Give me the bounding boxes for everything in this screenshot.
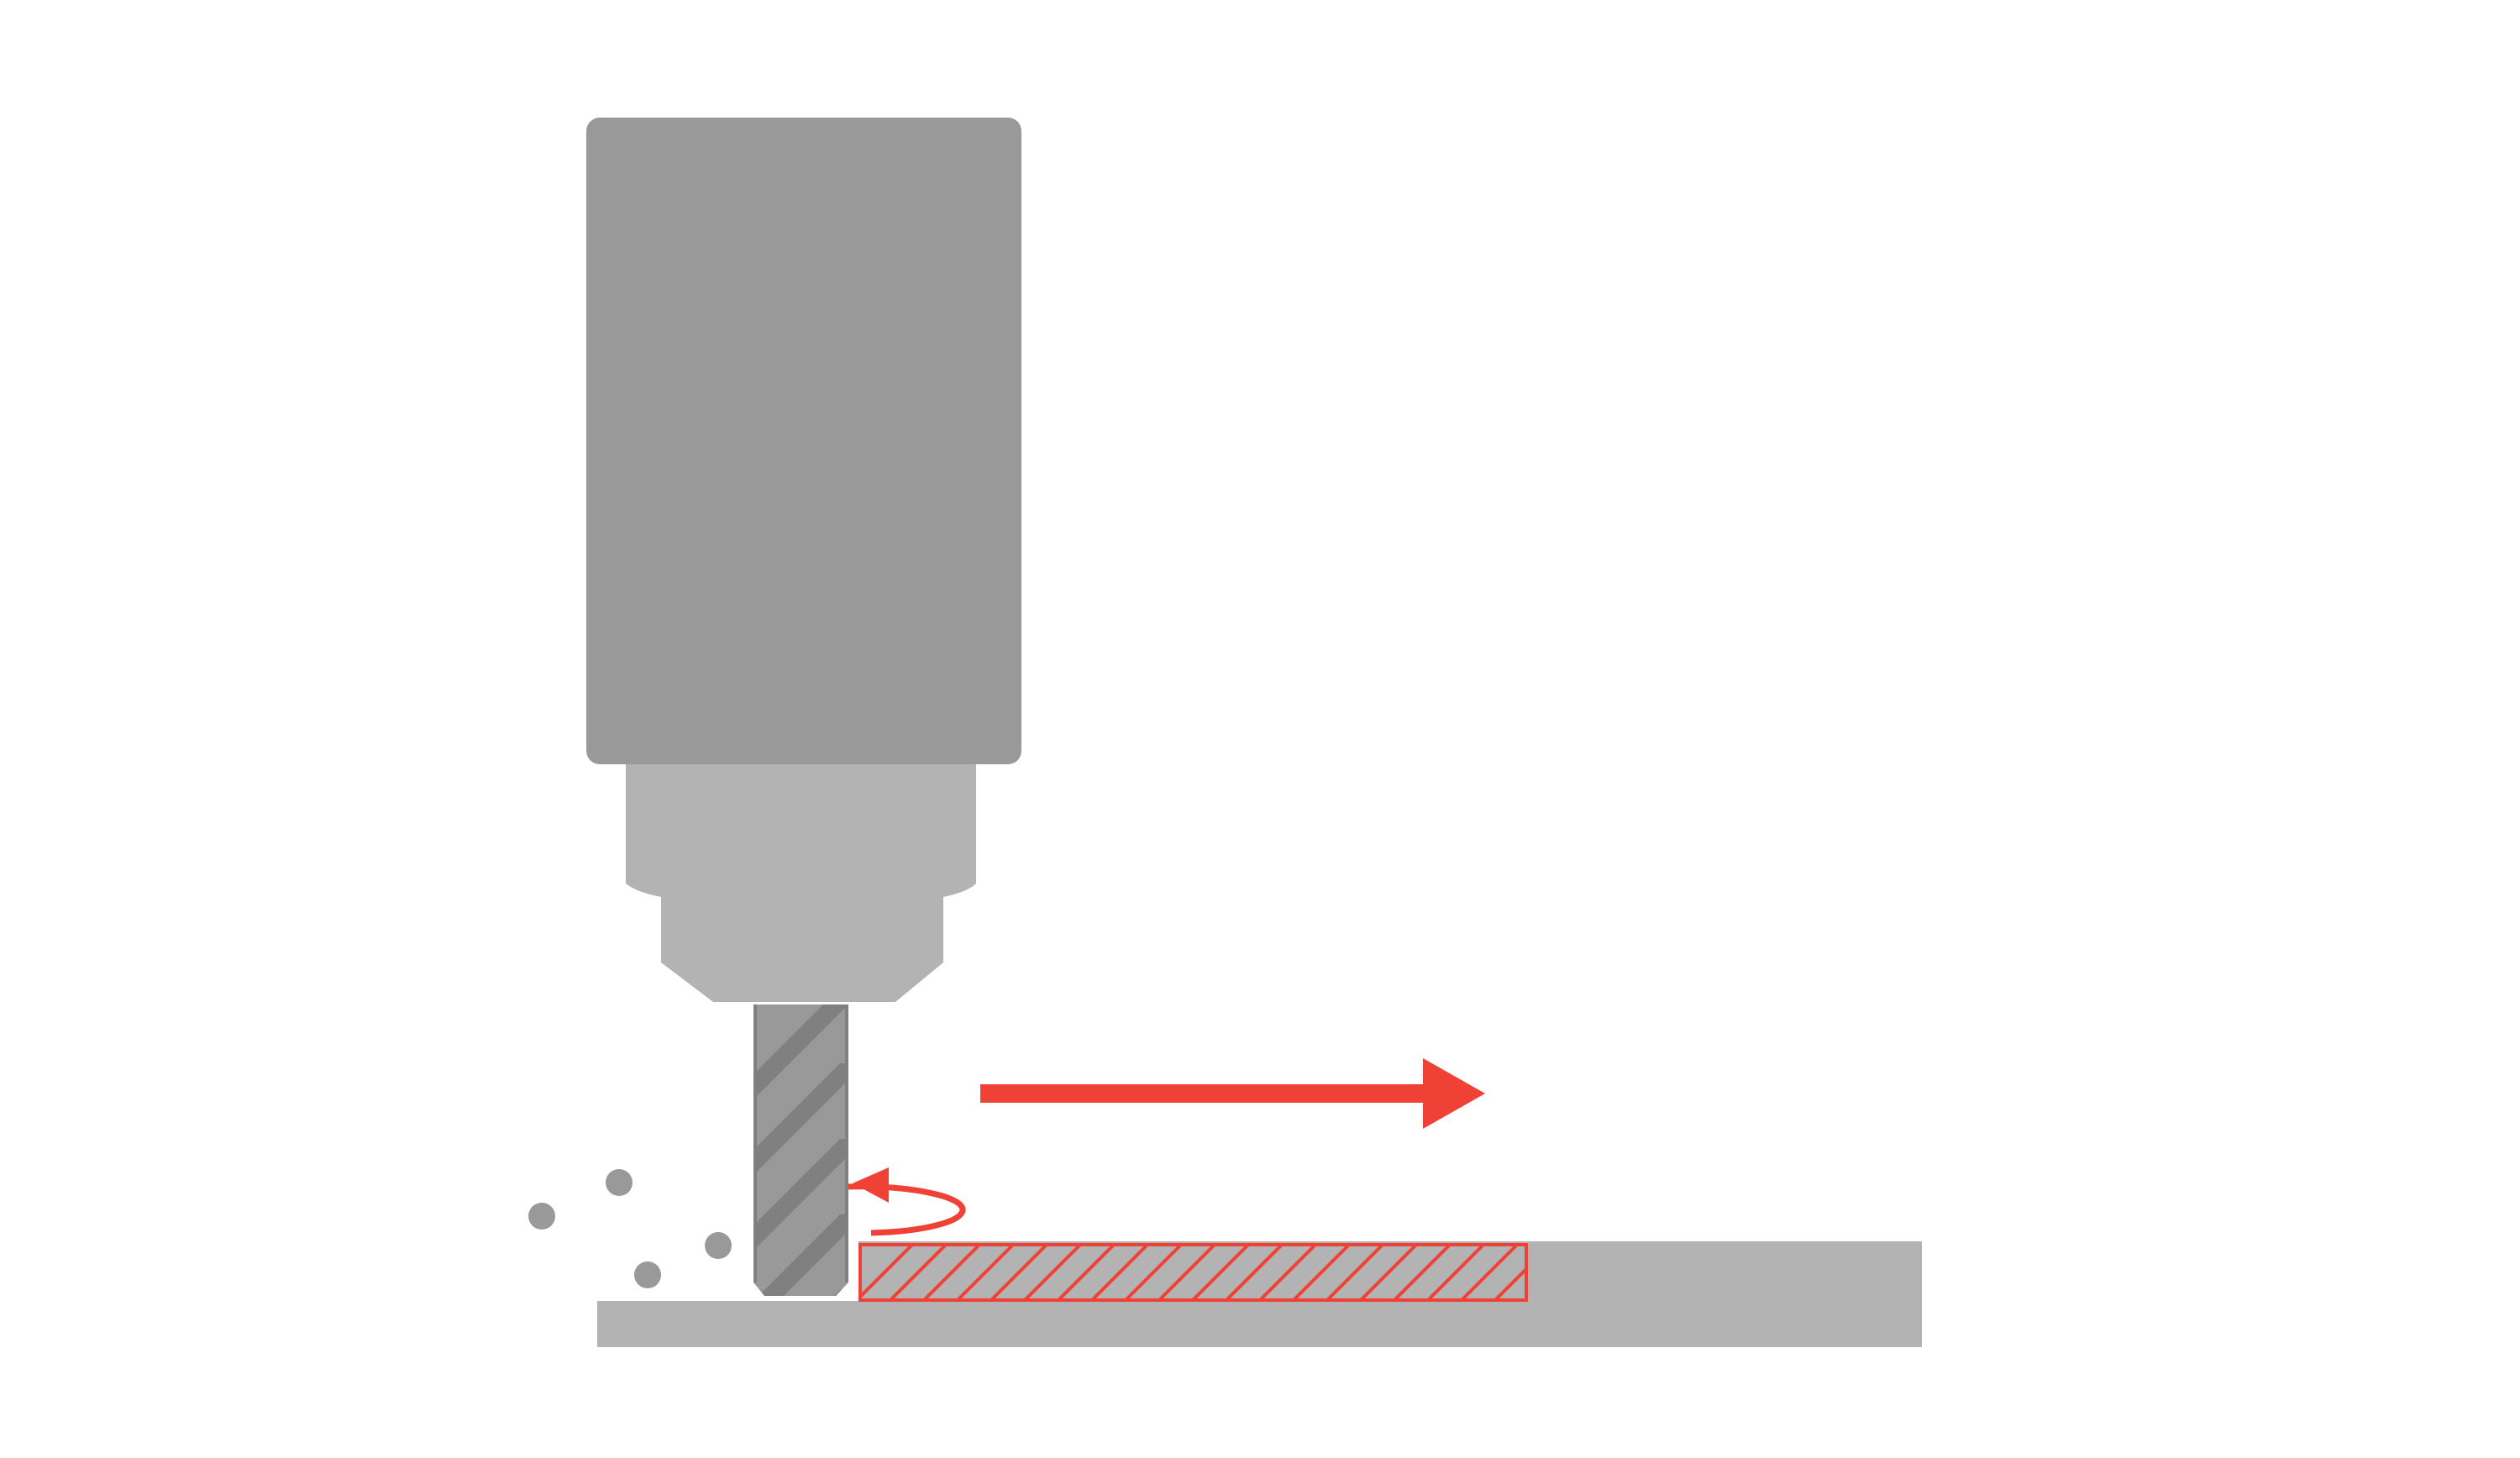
workpiece-base [597, 1301, 1922, 1347]
cut-slot-outline [858, 1243, 1528, 1302]
arrow-head [1423, 1058, 1485, 1129]
chip [606, 1169, 633, 1196]
chip [705, 1232, 732, 1259]
arrow-shaft [980, 1084, 1433, 1103]
chip [634, 1261, 661, 1288]
spindle-housing [586, 118, 1021, 764]
rotate-cw-icon [848, 1167, 966, 1236]
arrow-right-icon [980, 1058, 1485, 1129]
end-mill [753, 1004, 848, 1296]
cut-slot [858, 1243, 1528, 1302]
chip-dots [528, 1169, 732, 1288]
collet-chuck [626, 764, 976, 1002]
chip [528, 1203, 555, 1230]
